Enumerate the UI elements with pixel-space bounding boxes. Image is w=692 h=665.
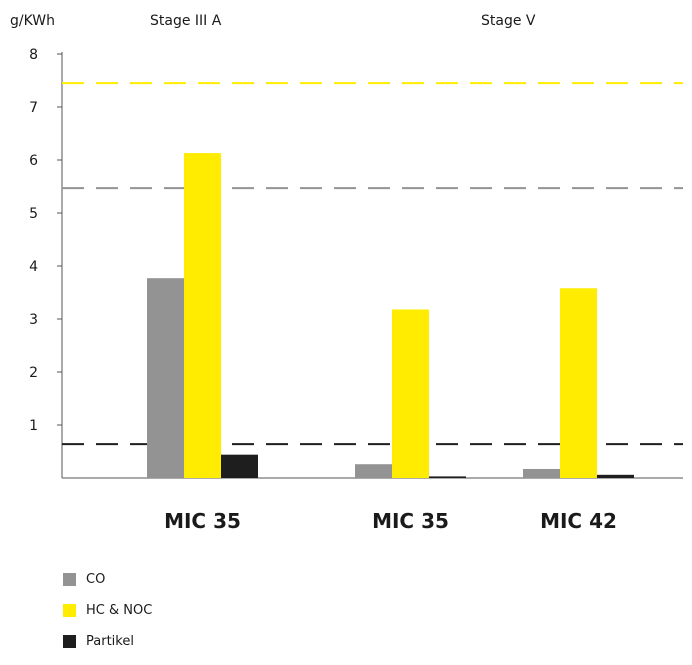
bar-co-1 — [147, 278, 184, 478]
legend-item-co: CO — [63, 572, 152, 587]
y-tick-label: 6 — [29, 153, 38, 169]
legend-label-hc-noc: HC & NOC — [86, 603, 153, 618]
legend-swatch-hc-noc — [63, 604, 76, 617]
y-tick-label: 2 — [29, 365, 38, 381]
bar-partikel-2 — [429, 476, 466, 478]
bar-hc-noc-1 — [184, 153, 221, 479]
y-tick-label: 4 — [29, 259, 38, 275]
y-tick-label: 7 — [29, 100, 38, 116]
legend-label-partikel: Partikel — [86, 634, 134, 649]
legend-item-hc-noc: HC & NOC — [63, 603, 152, 618]
emissions-bar-chart: 1 2 3 4 5 6 7 8 MIC 35 MIC 35 MIC 42 — [29, 47, 683, 533]
category-label: MIC 42 — [540, 509, 617, 533]
chart-legend: CO HC & NOC Partikel — [63, 572, 152, 665]
bar-hc-noc-2 — [392, 309, 429, 478]
category-label: MIC 35 — [372, 509, 449, 533]
bar-partikel-1 — [221, 454, 258, 478]
bar-co-2 — [355, 464, 392, 478]
legend-label-co: CO — [86, 572, 106, 587]
bar-partikel-3 — [597, 474, 634, 478]
y-tick-label: 5 — [29, 206, 38, 222]
y-tick-label: 3 — [29, 312, 38, 328]
y-tick-label: 1 — [29, 418, 38, 434]
legend-item-partikel: Partikel — [63, 634, 152, 649]
stage-label-iiia: Stage III A — [150, 13, 222, 29]
bar-co-3 — [523, 468, 560, 478]
bar-hc-noc-3 — [560, 288, 597, 478]
legend-swatch-co — [63, 573, 76, 586]
legend-swatch-partikel — [63, 635, 76, 648]
y-axis-unit-label: g/KWh — [10, 13, 56, 29]
stage-label-v: Stage V — [481, 13, 536, 29]
y-tick-label: 8 — [29, 47, 38, 63]
category-label: MIC 35 — [164, 509, 241, 533]
